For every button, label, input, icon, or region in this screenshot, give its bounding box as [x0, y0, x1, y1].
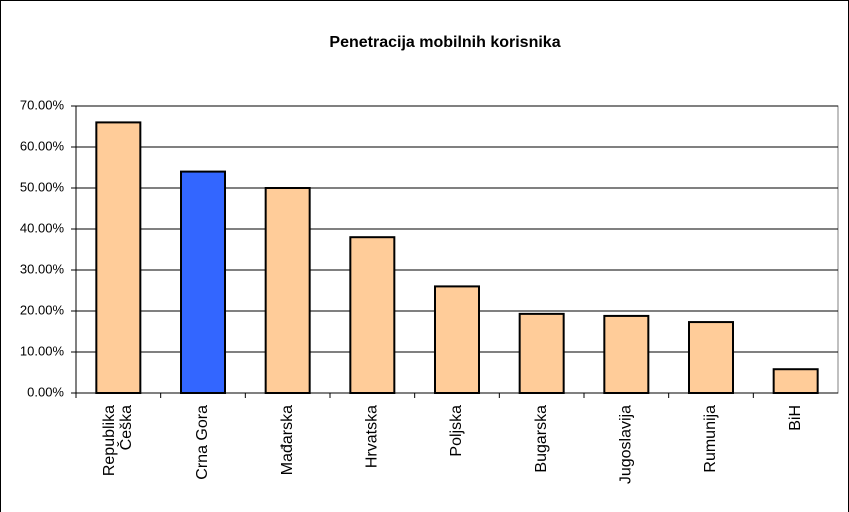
x-tick-label: Republika Češka [101, 405, 135, 476]
bar [264, 187, 311, 394]
y-tick-label: 10.00% [20, 343, 65, 358]
y-tick-label: 60.00% [20, 138, 65, 153]
y-tick-label: 40.00% [20, 220, 65, 235]
bar [434, 285, 480, 394]
x-tick-label: Rumunija [702, 405, 719, 473]
bar [95, 121, 142, 395]
x-tick-label: Jugoslavija [618, 405, 635, 484]
x-tick-label: Bugarska [533, 405, 550, 473]
x-tick-label: Crna Gora [194, 405, 211, 480]
y-tick-label: 70.00% [20, 97, 65, 112]
x-tick-label: Poljska [448, 405, 465, 457]
x-tick-label: Mađarska [279, 405, 296, 475]
y-tick-label: 20.00% [20, 302, 65, 317]
bar [772, 368, 819, 395]
y-tick-label: 30.00% [20, 261, 65, 276]
x-tick-label-line: Republika [101, 405, 118, 476]
y-tick-label: 50.00% [20, 179, 65, 194]
bar [349, 236, 396, 394]
y-tick-label: 0.00% [27, 384, 64, 399]
x-tick-label: BiH [787, 405, 804, 431]
bar [688, 321, 734, 395]
bar [603, 314, 650, 395]
x-tick-label-line: Češka [116, 405, 135, 455]
chart-title: Penetracija mobilnih korisnika [329, 34, 560, 51]
bar [518, 312, 565, 394]
bar [180, 170, 226, 394]
x-tick-label: Hrvatska [364, 405, 381, 468]
